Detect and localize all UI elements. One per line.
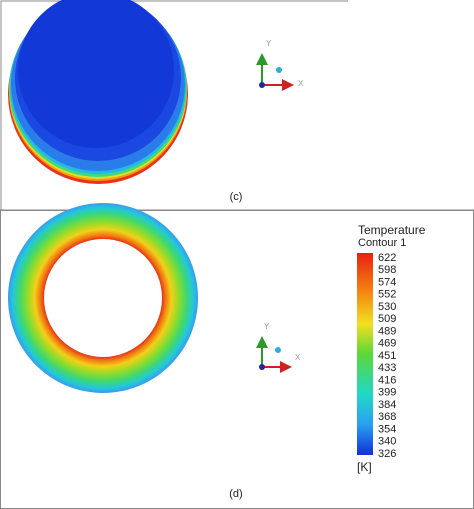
legend-tick-label: 326 [378, 448, 396, 460]
panel-c: Y X (c) [0, 0, 348, 210]
panel-label: (d) [229, 488, 242, 500]
legend-tick-label: 384 [378, 399, 396, 411]
legend-tick-label: 598 [378, 264, 396, 276]
legend-tick-label: 399 [378, 387, 396, 399]
legend: Temperature Contour 1 [K] 62259857455253… [357, 223, 426, 474]
panel-d: Y X (d) Temperature Contour 1 [K] 622598… [0, 203, 474, 509]
legend-tick-label: 354 [378, 423, 396, 435]
legend-tick-label: 489 [378, 325, 396, 337]
axis-label: Y [264, 322, 270, 331]
colorbar [357, 253, 373, 455]
legend-tick-label: 368 [378, 411, 396, 423]
axis-triad: Y X [256, 322, 301, 373]
axis-label: Y [266, 39, 272, 48]
legend-tick-label: 574 [378, 276, 396, 288]
legend-tick-label: 433 [378, 362, 396, 374]
legend-unit: [K] [357, 460, 372, 474]
legend-tick-label: 530 [378, 301, 396, 313]
legend-tick-label: 509 [378, 313, 396, 325]
panel-label: (c) [230, 191, 243, 203]
panel-border [0, 0, 348, 210]
legend-tick-label: 622 [378, 252, 396, 264]
axis-label: X [298, 79, 304, 88]
axis-triad: Y X [256, 39, 304, 91]
legend-tick-label: 340 [378, 436, 396, 448]
axis-label: X [295, 353, 301, 362]
legend-subtitle: Contour 1 [358, 237, 406, 249]
legend-tick-label: 552 [378, 289, 396, 301]
legend-tick-label: 416 [378, 374, 396, 386]
legend-tick-label: 451 [378, 350, 396, 362]
legend-title: Temperature [358, 223, 426, 237]
legend-tick-label: 469 [378, 338, 396, 350]
